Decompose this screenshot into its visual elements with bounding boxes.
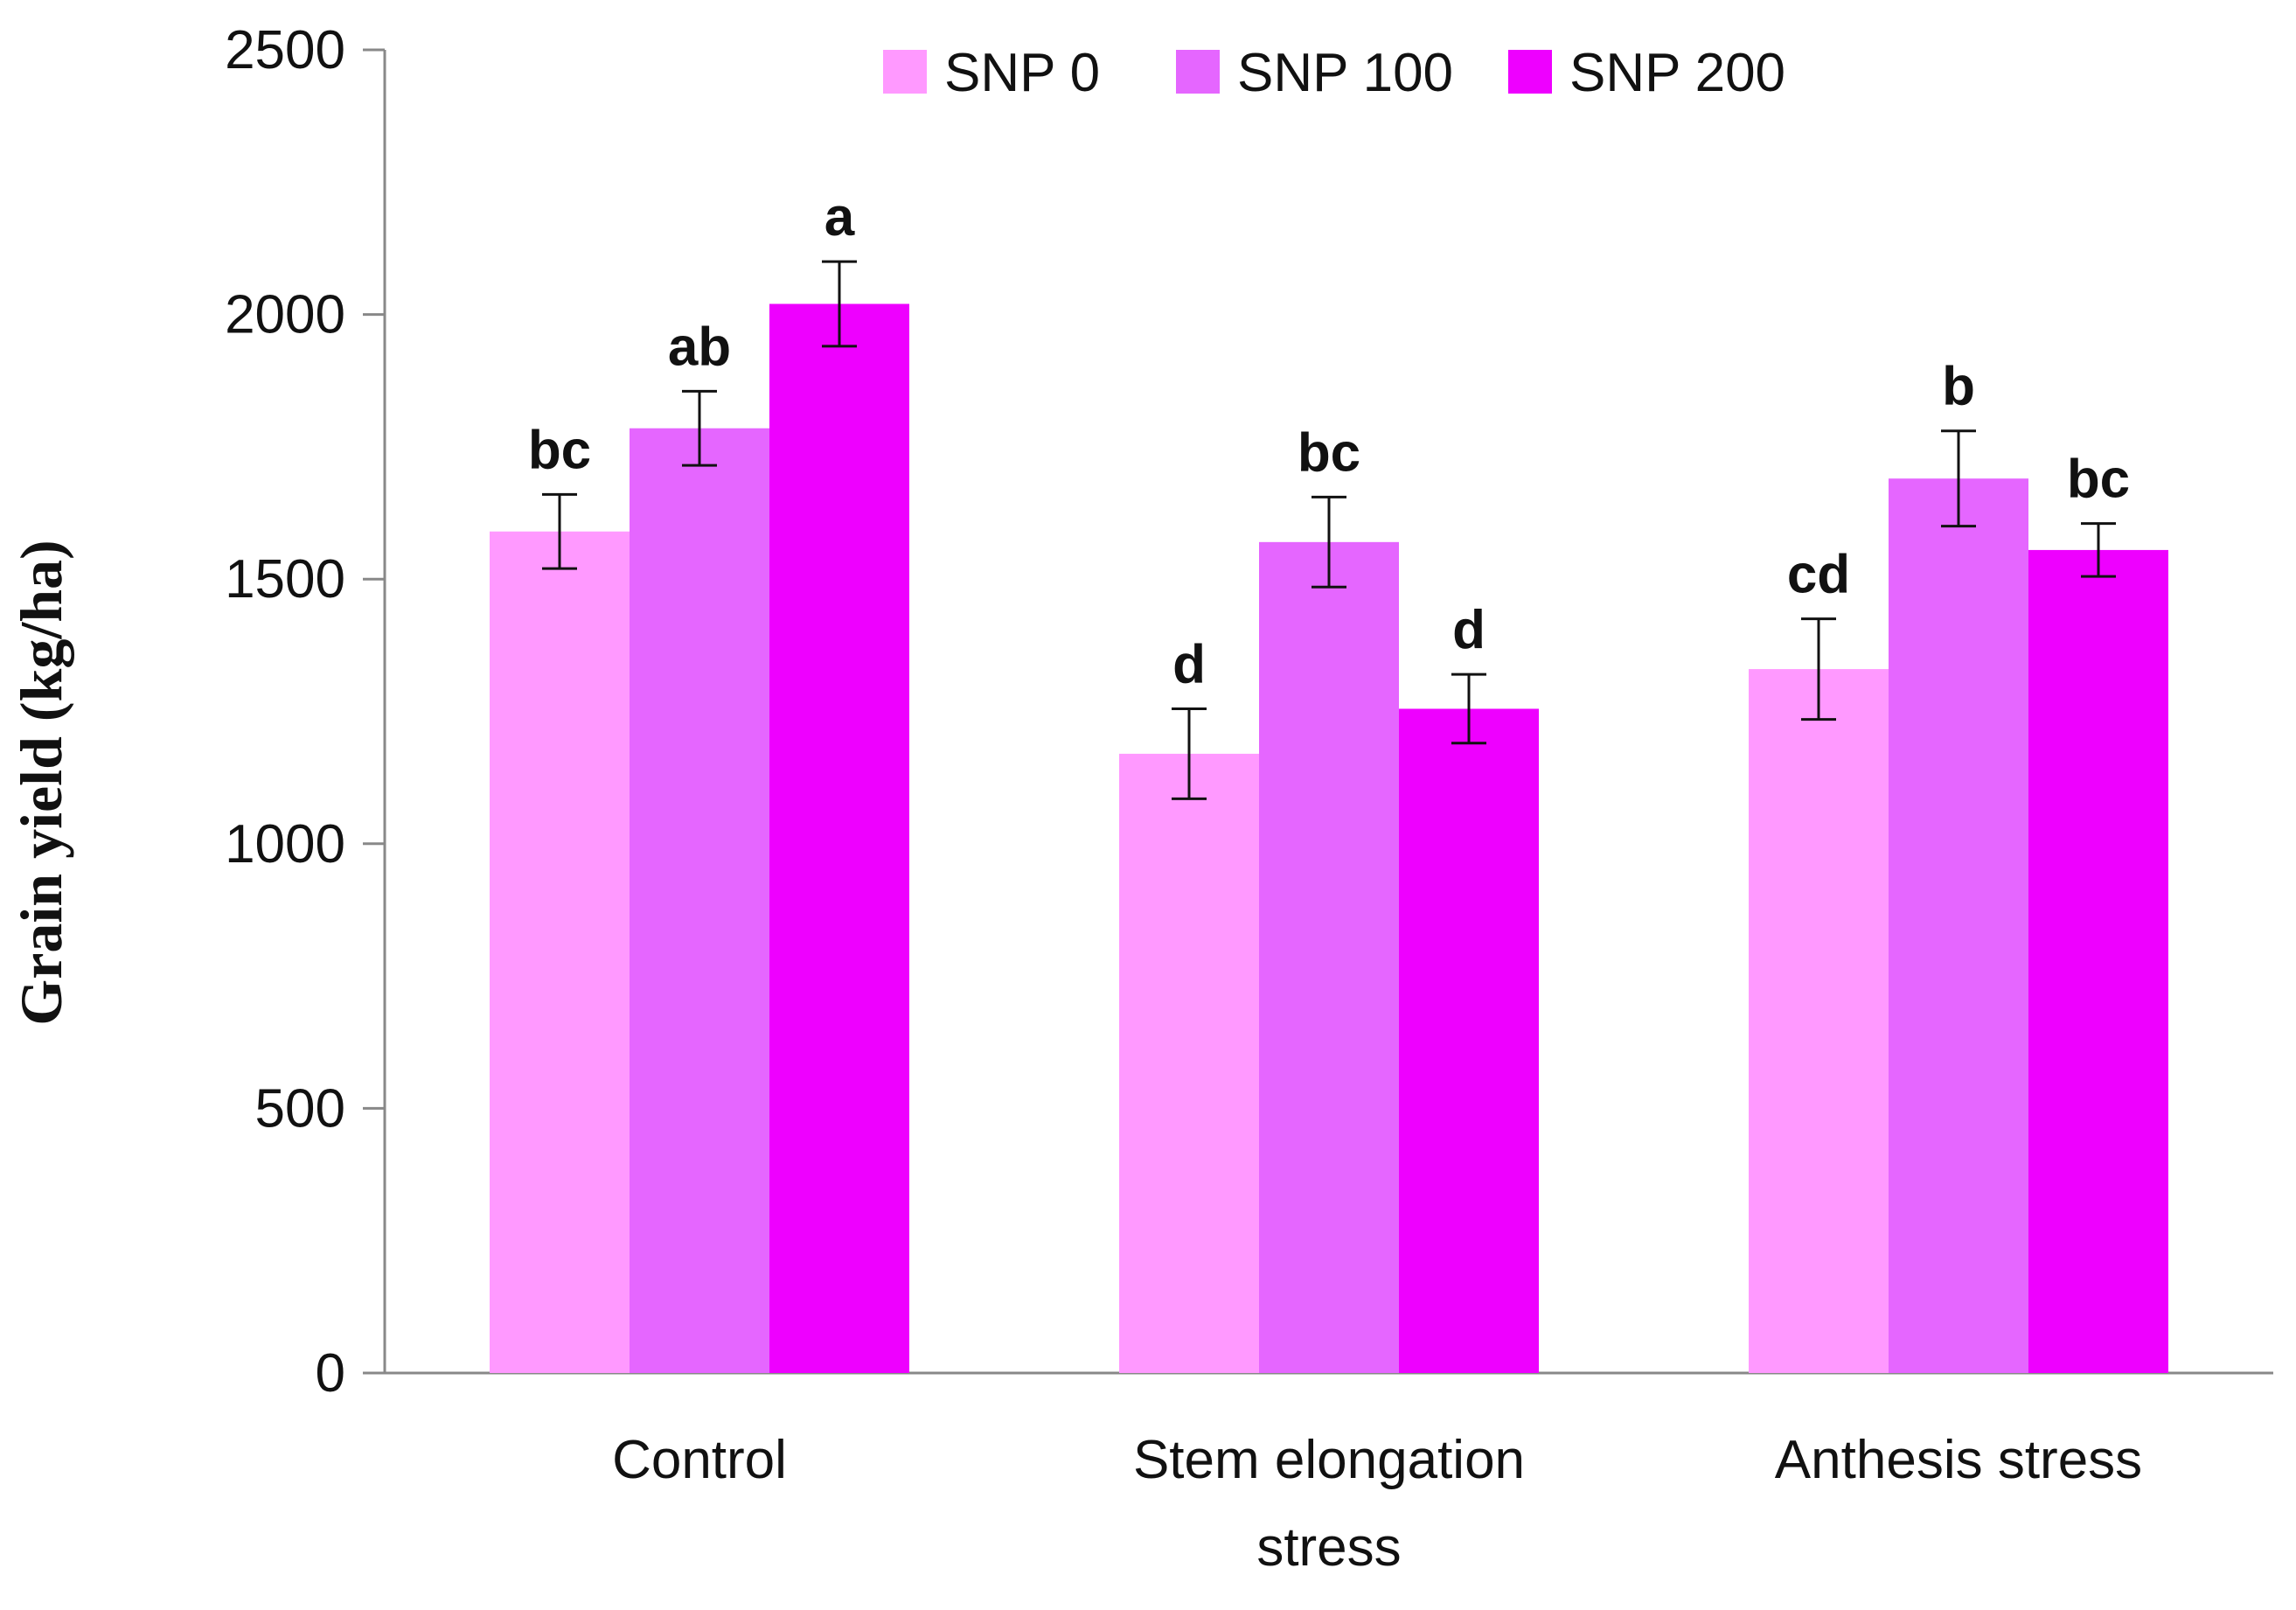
x-category-label-line: Stem elongation [1133, 1430, 1525, 1490]
bar [1259, 541, 1399, 1373]
y-axis-title: Grain yield (kg/ha) [8, 540, 74, 1025]
legend-label: SNP 0 [944, 43, 1100, 103]
bar [2028, 549, 2168, 1373]
bars [490, 303, 2168, 1374]
y-tick-label: 0 [316, 1343, 345, 1404]
legend-swatch [1176, 50, 1220, 94]
significance-label: bc [2067, 450, 2130, 510]
legend-item: SNP 0 [883, 43, 1100, 103]
error-bars [542, 260, 2116, 800]
x-category-label: Control [612, 1430, 787, 1490]
x-category-label-line: Control [612, 1430, 787, 1490]
bar [1119, 753, 1259, 1373]
significance-label: d [1172, 634, 1206, 694]
significance-label: ab [668, 317, 731, 377]
bar [630, 428, 769, 1373]
legend-label: SNP 200 [1569, 43, 1785, 103]
x-category-label: Stem elongation stress [1133, 1430, 1525, 1578]
y-tick-label: 1000 [225, 814, 345, 875]
bar [1399, 708, 1539, 1373]
axes: 0 500 1000 1500 2000 2500 Control Stem elongati… [225, 20, 2273, 1578]
legend-item: SNP 200 [1508, 43, 1785, 103]
significance-label: a [824, 187, 855, 247]
significance-label: bc [1298, 422, 1360, 483]
legend: SNP 0 SNP 100 SNP 200 [883, 43, 1785, 103]
y-tick-label: 2000 [225, 285, 345, 345]
legend-swatch [1508, 50, 1552, 94]
bar [769, 303, 909, 1374]
significance-label: bc [528, 420, 591, 480]
significance-label: d [1452, 600, 1485, 660]
legend-label: SNP 100 [1237, 43, 1453, 103]
significance-labels: bc ab a d bc d cd b bc [528, 187, 2130, 694]
bar [1749, 669, 1889, 1373]
x-category-label-line: Anthesis stress [1775, 1430, 2142, 1490]
y-tick-label: 2500 [225, 20, 345, 80]
y-tick-label: 500 [255, 1078, 345, 1139]
x-category-label: Anthesis stress [1775, 1430, 2142, 1490]
y-tick-label: 1500 [225, 549, 345, 610]
significance-label: cd [1787, 545, 1850, 605]
x-category-label-line: stress [1256, 1517, 1401, 1578]
bar [1889, 478, 2028, 1373]
significance-label: b [1942, 357, 1975, 417]
legend-swatch [883, 50, 927, 94]
bar [490, 531, 630, 1373]
legend-item: SNP 100 [1176, 43, 1453, 103]
